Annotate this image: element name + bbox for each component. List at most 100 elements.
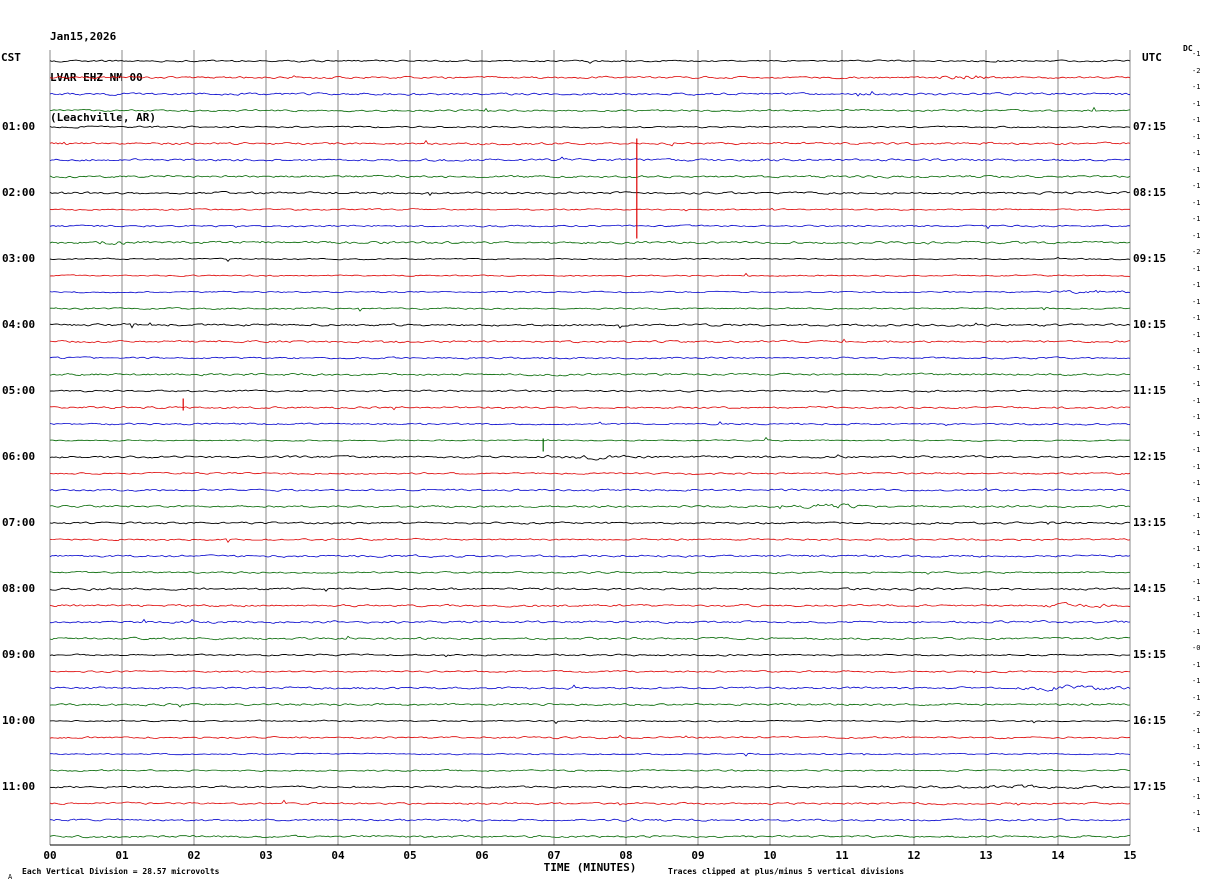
- trace-row: [49, 487, 1131, 492]
- dc-value: -1: [1192, 215, 1201, 223]
- trace-row: [49, 436, 1131, 442]
- dc-value: -1: [1192, 809, 1201, 817]
- right-hour-label: 09:15: [1133, 252, 1167, 265]
- trace-row: [49, 139, 1131, 147]
- dc-value: -1: [1192, 149, 1201, 157]
- dc-value: -1: [1192, 776, 1201, 784]
- dc-value: -1: [1192, 132, 1201, 141]
- trace-row: [49, 784, 1131, 789]
- right-hour-label: 11:15: [1133, 384, 1167, 397]
- trace-row: [49, 389, 1131, 393]
- trace-row: [49, 90, 1131, 97]
- x-tick-label: 03: [259, 849, 273, 862]
- x-tick-label: 01: [115, 849, 129, 862]
- clip-note: Traces clipped at plus/minus 5 vertical …: [668, 867, 905, 876]
- dc-value: -1: [1192, 726, 1201, 735]
- dc-value: -1: [1192, 677, 1201, 685]
- x-axis-label: TIME (MINUTES): [543, 861, 637, 874]
- dc-value: -1: [1192, 660, 1201, 669]
- trace-row: [49, 289, 1131, 294]
- dc-value: -1: [1192, 462, 1201, 471]
- trace-row: [49, 799, 1131, 806]
- right-hour-label: 17:15: [1133, 780, 1167, 793]
- trace-row: [49, 817, 1131, 822]
- x-tick-label: 04: [331, 849, 345, 862]
- dc-value: -1: [1192, 363, 1201, 372]
- trace-row: [49, 75, 1131, 80]
- left-hour-label: 04:00: [2, 318, 36, 331]
- left-hour-label: 08:00: [2, 582, 36, 595]
- dc-value: -1: [1192, 83, 1201, 91]
- trace-row: [49, 669, 1131, 674]
- scale-note: Each Vertical Division = 28.57 microvolt…: [22, 867, 220, 876]
- trace-row: [49, 191, 1131, 197]
- trace-row: [49, 421, 1131, 426]
- trace-row: [49, 106, 1131, 113]
- left-hour-label: 03:00: [2, 252, 36, 265]
- right-hour-label: 08:15: [1133, 186, 1167, 199]
- dc-value: -1: [1192, 495, 1201, 504]
- trace-row: [49, 256, 1131, 262]
- dc-value: -2: [1192, 66, 1201, 75]
- trace-row: [49, 307, 1131, 312]
- dc-value: -1: [1192, 99, 1201, 108]
- dc-value: -1: [1192, 330, 1201, 339]
- left-hour-label: 09:00: [2, 648, 36, 661]
- left-hour-label: 07:00: [2, 516, 36, 529]
- x-tick-label: 06: [475, 849, 489, 862]
- x-tick-label: 08: [619, 849, 633, 862]
- trace-row: [49, 272, 1131, 277]
- dc-value: -1: [1192, 693, 1201, 702]
- left-axis-title: CST: [1, 51, 21, 64]
- dc-value: -1: [1192, 116, 1201, 124]
- trace-row: [49, 521, 1131, 525]
- dc-value: -1: [1192, 594, 1201, 603]
- trace-row: [49, 587, 1131, 592]
- dc-value: -1: [1192, 561, 1201, 570]
- trace-row: [49, 834, 1131, 839]
- right-hour-label: 10:15: [1133, 318, 1167, 331]
- dc-value: -1: [1192, 578, 1201, 586]
- dc-value: -1: [1192, 297, 1201, 306]
- dc-value: -1: [1192, 165, 1201, 174]
- trace-row: [49, 768, 1131, 773]
- left-hour-label: 06:00: [2, 450, 36, 463]
- right-hour-label: 16:15: [1133, 714, 1167, 727]
- x-tick-label: 05: [403, 849, 417, 862]
- left-hour-label: 01:00: [2, 120, 36, 133]
- dc-value: -1: [1192, 264, 1201, 273]
- x-tick-label: 15: [1123, 849, 1137, 862]
- trace-row: [49, 59, 1131, 64]
- dc-value: -2: [1192, 248, 1201, 256]
- dc-value: -1: [1192, 396, 1201, 405]
- trace-row: [49, 719, 1131, 725]
- dc-value: -1: [1192, 231, 1201, 240]
- x-tick-label: 13: [979, 849, 993, 862]
- x-tick-label: 11: [835, 849, 849, 862]
- dc-value: -1: [1192, 627, 1201, 636]
- dc-value: -1: [1192, 825, 1201, 834]
- dc-axis-title: DC: [1183, 44, 1193, 53]
- dc-value: -1: [1192, 528, 1201, 537]
- trace-row: [49, 338, 1131, 344]
- trace-row: [49, 554, 1131, 558]
- corner-mark: A: [8, 873, 13, 881]
- dc-value: -1: [1192, 611, 1201, 619]
- right-hour-label: 15:15: [1133, 648, 1167, 661]
- plot-header: Jan15,2026 LVAR EHZ NM 00 (Leachville, A…: [50, 3, 156, 152]
- trace-row: [49, 174, 1131, 179]
- trace-row: [49, 684, 1131, 692]
- trace-row: [49, 570, 1131, 575]
- dc-value: -1: [1192, 314, 1201, 322]
- trace-row: [49, 224, 1131, 230]
- right-hour-label: 07:15: [1133, 120, 1167, 133]
- dc-value: -2: [1192, 710, 1201, 718]
- x-tick-label: 07: [547, 849, 561, 862]
- trace-row: [49, 322, 1131, 329]
- dc-value: -1: [1192, 347, 1201, 355]
- dc-value: -1: [1192, 380, 1201, 388]
- x-tick-label: 10: [763, 849, 777, 862]
- dc-value: -1: [1192, 479, 1201, 487]
- trace-row: [50, 405, 1131, 411]
